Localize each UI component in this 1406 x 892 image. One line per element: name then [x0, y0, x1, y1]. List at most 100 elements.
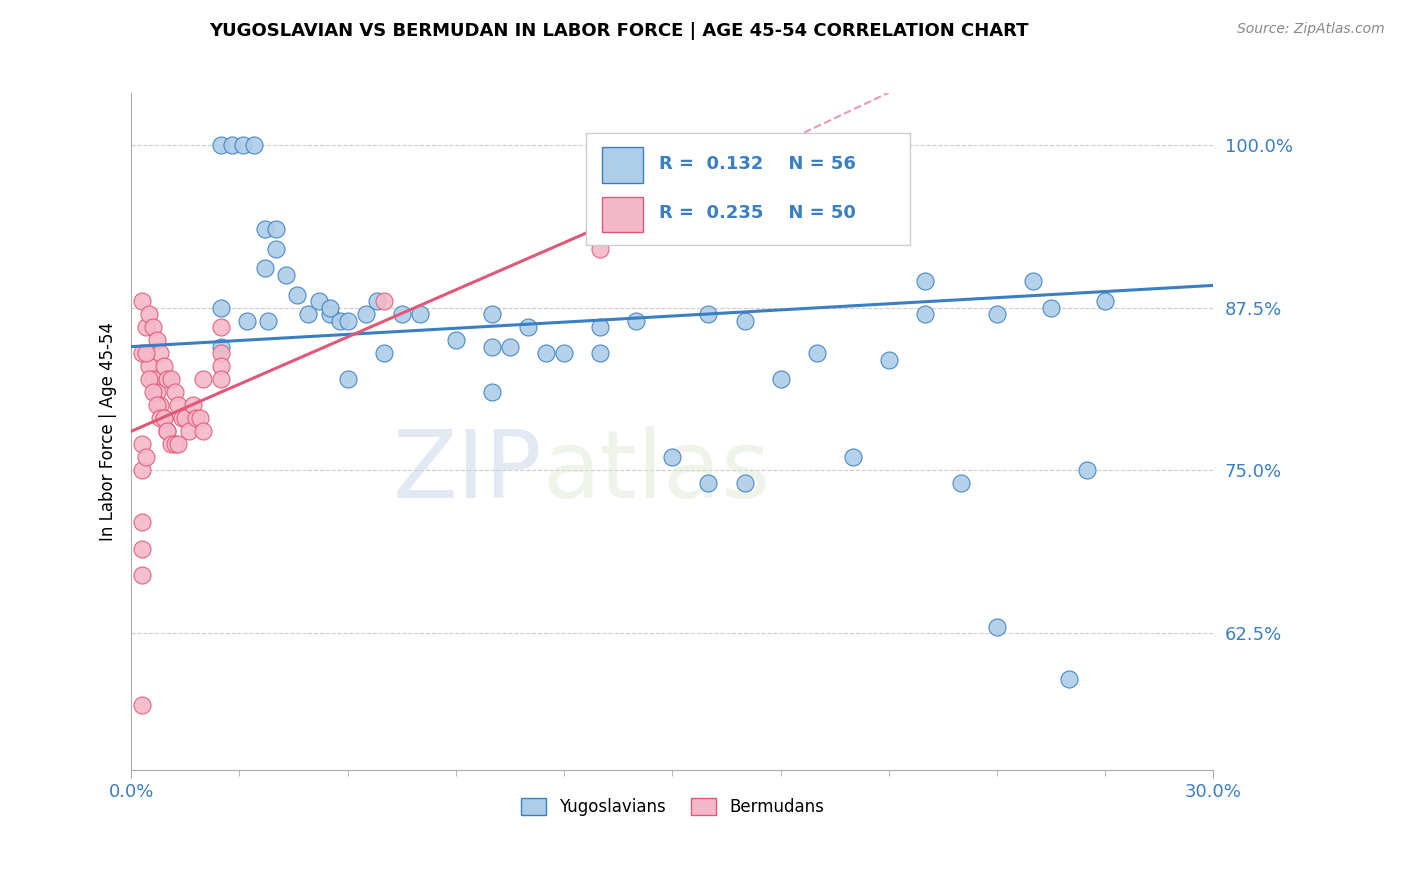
Point	[142, 372, 165, 386]
Point	[257, 313, 280, 327]
Point	[163, 385, 186, 400]
Point	[135, 346, 157, 360]
Point	[209, 137, 232, 152]
Point	[152, 359, 174, 373]
Point	[481, 307, 503, 321]
Point	[308, 293, 330, 308]
Point	[589, 242, 612, 256]
Point	[318, 301, 340, 315]
Point	[145, 333, 167, 347]
Point	[553, 346, 575, 360]
Point	[589, 346, 612, 360]
Point	[149, 346, 172, 360]
Point	[174, 411, 197, 425]
Point	[149, 398, 172, 412]
Point	[167, 398, 190, 412]
Text: R =  0.235    N = 50: R = 0.235 N = 50	[659, 204, 856, 222]
Point	[131, 541, 153, 556]
Point	[373, 346, 395, 360]
Point	[336, 372, 359, 386]
Point	[769, 372, 792, 386]
Point	[131, 463, 153, 477]
Point	[914, 275, 936, 289]
Point	[986, 307, 1008, 321]
Point	[986, 620, 1008, 634]
Point	[186, 411, 208, 425]
Point	[1076, 463, 1098, 477]
Point	[142, 320, 165, 334]
Point	[264, 222, 287, 236]
Point	[156, 372, 179, 386]
Point	[145, 398, 167, 412]
Point	[181, 398, 204, 412]
Point	[131, 698, 153, 712]
Point	[253, 261, 276, 276]
Point	[193, 372, 215, 386]
Point	[209, 340, 232, 354]
Point	[336, 313, 359, 327]
Point	[481, 385, 503, 400]
Point	[138, 372, 160, 386]
Text: Source: ZipAtlas.com: Source: ZipAtlas.com	[1237, 22, 1385, 37]
Bar	[602, 147, 643, 183]
Point	[193, 425, 215, 439]
Point	[949, 476, 972, 491]
Point	[167, 437, 190, 451]
Point	[243, 137, 266, 152]
Legend: Yugoslavians, Bermudans: Yugoslavians, Bermudans	[515, 791, 831, 822]
Text: atlas: atlas	[543, 426, 770, 518]
Y-axis label: In Labor Force | Age 45-54: In Labor Force | Age 45-54	[100, 322, 117, 541]
Text: YUGOSLAVIAN VS BERMUDAN IN LABOR FORCE | AGE 45-54 CORRELATION CHART: YUGOSLAVIAN VS BERMUDAN IN LABOR FORCE |…	[209, 22, 1028, 40]
Point	[170, 411, 193, 425]
Point	[697, 476, 720, 491]
Point	[221, 137, 243, 152]
Point	[841, 450, 863, 465]
Point	[734, 313, 756, 327]
Text: ZIP: ZIP	[392, 426, 543, 518]
Point	[131, 567, 153, 582]
Point	[232, 137, 254, 152]
Point	[149, 411, 172, 425]
Point	[138, 359, 160, 373]
Point	[354, 307, 377, 321]
Point	[209, 346, 232, 360]
Point	[877, 352, 900, 367]
Point	[366, 293, 388, 308]
Point	[131, 346, 153, 360]
Point	[297, 307, 319, 321]
Text: R =  0.132    N = 56: R = 0.132 N = 56	[659, 154, 856, 173]
Point	[1022, 275, 1045, 289]
Point	[177, 425, 200, 439]
Point	[131, 293, 153, 308]
Point	[156, 425, 179, 439]
Point	[209, 359, 232, 373]
Point	[318, 307, 340, 321]
Point	[163, 437, 186, 451]
Point	[285, 287, 308, 301]
Point	[209, 372, 232, 386]
Point	[589, 320, 612, 334]
FancyBboxPatch shape	[586, 133, 911, 245]
Point	[444, 333, 467, 347]
Point	[235, 313, 257, 327]
Point	[481, 340, 503, 354]
Point	[152, 411, 174, 425]
Point	[131, 516, 153, 530]
Point	[329, 313, 352, 327]
Point	[188, 411, 211, 425]
Point	[517, 320, 540, 334]
Point	[806, 137, 828, 152]
Point	[806, 346, 828, 360]
Point	[152, 411, 174, 425]
Point	[626, 313, 648, 327]
Point	[142, 385, 165, 400]
Point	[264, 242, 287, 256]
Point	[697, 307, 720, 321]
Point	[135, 320, 157, 334]
Point	[276, 268, 298, 282]
Point	[138, 307, 160, 321]
Point	[209, 301, 232, 315]
Point	[131, 437, 153, 451]
Point	[534, 346, 557, 360]
Point	[160, 437, 183, 451]
